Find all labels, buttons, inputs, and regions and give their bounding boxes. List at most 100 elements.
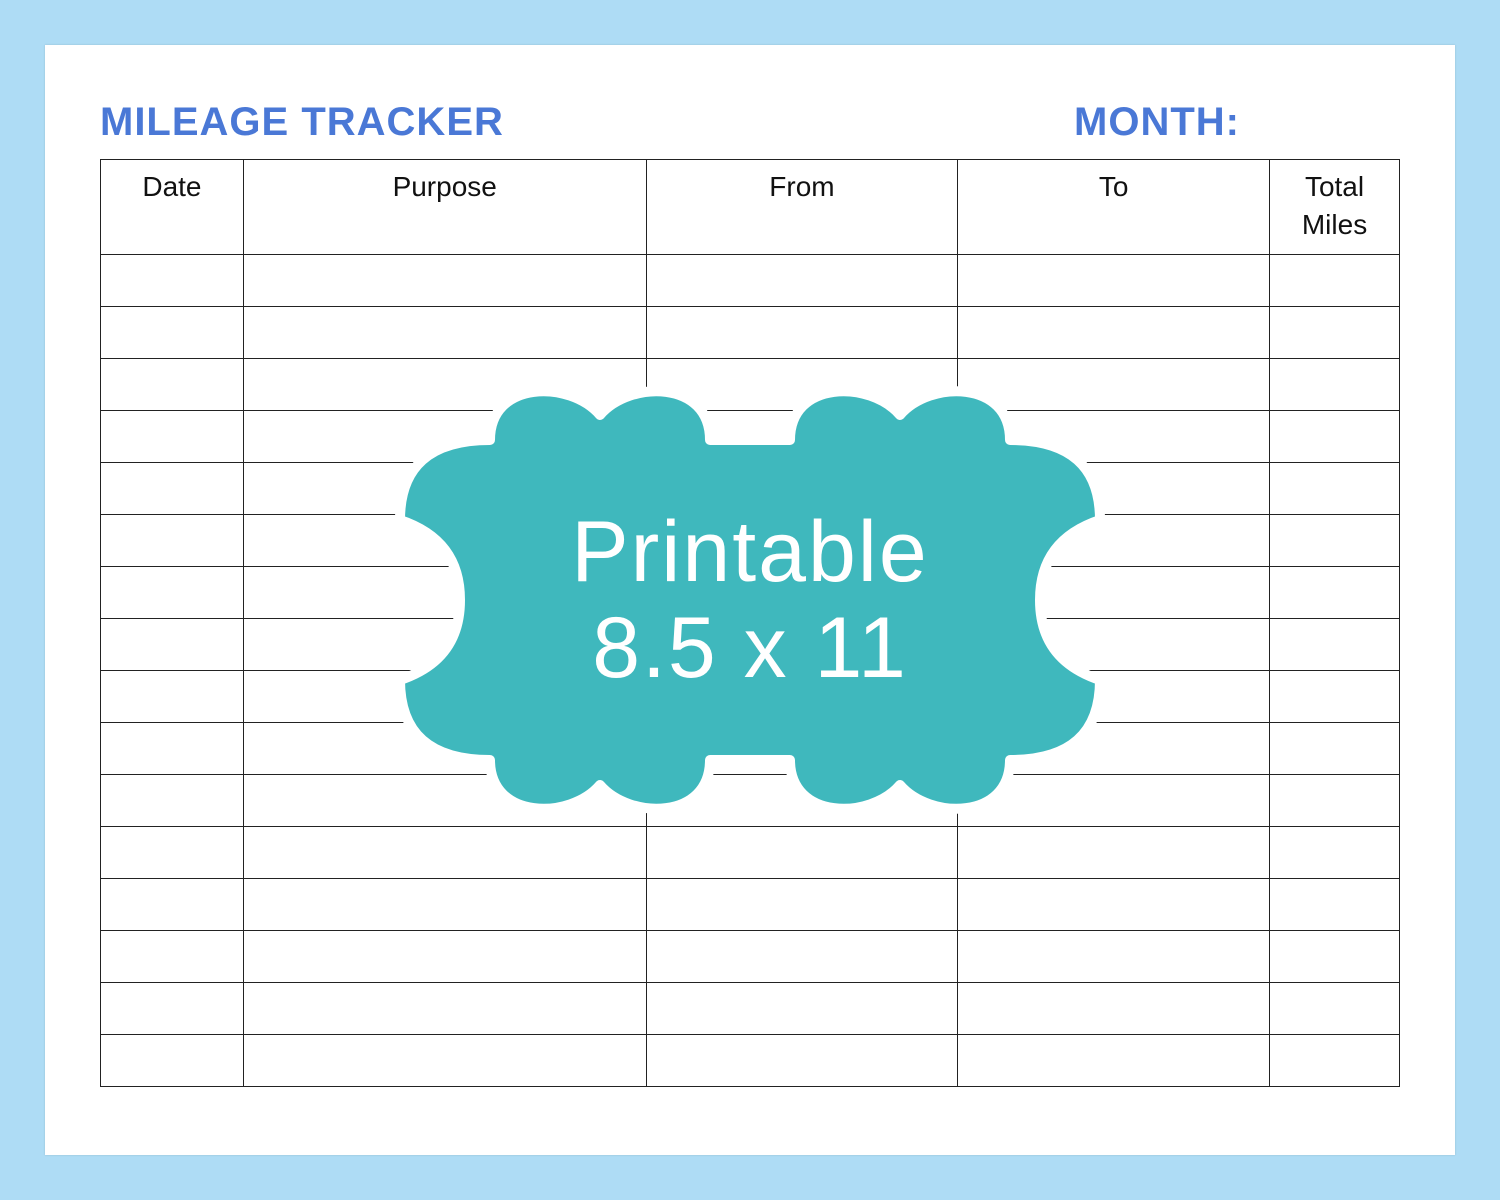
table-cell: [101, 462, 244, 514]
table-cell: [646, 566, 958, 618]
table-cell: [1270, 254, 1400, 306]
table-cell: [101, 306, 244, 358]
table-cell: [1270, 722, 1400, 774]
table-cell: [1270, 618, 1400, 670]
table-cell: [243, 826, 646, 878]
col-purpose: Purpose: [243, 160, 646, 255]
table-cell: [958, 722, 1270, 774]
mileage-table: Date Purpose From To TotalMiles: [100, 159, 1400, 1087]
table-row: [101, 930, 1400, 982]
table-cell: [1270, 774, 1400, 826]
table-cell: [958, 254, 1270, 306]
table-cell: [243, 306, 646, 358]
table-cell: [958, 514, 1270, 566]
table-row: [101, 618, 1400, 670]
table-row: [101, 878, 1400, 930]
table-cell: [101, 774, 244, 826]
table-cell: [646, 514, 958, 566]
col-from: From: [646, 160, 958, 255]
month-label: MONTH:: [1074, 100, 1400, 145]
table-cell: [243, 618, 646, 670]
table-row: [101, 1034, 1400, 1086]
table-cell: [101, 982, 244, 1034]
col-date: Date: [101, 160, 244, 255]
table-body: [101, 254, 1400, 1086]
table-cell: [646, 670, 958, 722]
sheet: MILEAGE TRACKER MONTH: Date Purpose From…: [45, 45, 1455, 1155]
table-cell: [958, 930, 1270, 982]
table-cell: [1270, 826, 1400, 878]
table-cell: [958, 826, 1270, 878]
table-cell: [243, 358, 646, 410]
table-cell: [958, 774, 1270, 826]
table-cell: [243, 462, 646, 514]
table-cell: [958, 670, 1270, 722]
table-cell: [646, 618, 958, 670]
table-cell: [1270, 410, 1400, 462]
table-cell: [646, 254, 958, 306]
table-row: [101, 254, 1400, 306]
table-cell: [243, 670, 646, 722]
table-cell: [101, 514, 244, 566]
table-row: [101, 306, 1400, 358]
table-cell: [243, 930, 646, 982]
table-cell: [958, 982, 1270, 1034]
table-row: [101, 670, 1400, 722]
table-cell: [1270, 514, 1400, 566]
table-cell: [646, 410, 958, 462]
table-cell: [646, 930, 958, 982]
table-header-row: Date Purpose From To TotalMiles: [101, 160, 1400, 255]
table-cell: [1270, 306, 1400, 358]
table-cell: [1270, 878, 1400, 930]
table-cell: [101, 410, 244, 462]
table-cell: [243, 1034, 646, 1086]
table-cell: [101, 1034, 244, 1086]
table-cell: [101, 930, 244, 982]
table-row: [101, 358, 1400, 410]
table-cell: [101, 618, 244, 670]
table-row: [101, 410, 1400, 462]
table-cell: [646, 722, 958, 774]
table-cell: [1270, 462, 1400, 514]
table-cell: [958, 566, 1270, 618]
table-cell: [958, 410, 1270, 462]
table-cell: [646, 826, 958, 878]
table-cell: [1270, 566, 1400, 618]
table-cell: [1270, 982, 1400, 1034]
table-cell: [646, 1034, 958, 1086]
table-row: [101, 722, 1400, 774]
table-cell: [958, 462, 1270, 514]
table-cell: [101, 878, 244, 930]
table-cell: [1270, 1034, 1400, 1086]
table-cell: [101, 670, 244, 722]
table-cell: [646, 982, 958, 1034]
table-cell: [958, 618, 1270, 670]
table-cell: [101, 722, 244, 774]
table-cell: [243, 254, 646, 306]
table-cell: [243, 410, 646, 462]
table-cell: [1270, 670, 1400, 722]
table-cell: [101, 254, 244, 306]
table-cell: [243, 982, 646, 1034]
table-cell: [101, 358, 244, 410]
table-row: [101, 774, 1400, 826]
table-cell: [646, 774, 958, 826]
col-total-miles: TotalMiles: [1270, 160, 1400, 255]
table-row: [101, 462, 1400, 514]
table-cell: [958, 1034, 1270, 1086]
table-row: [101, 982, 1400, 1034]
table-cell: [646, 462, 958, 514]
table-cell: [243, 722, 646, 774]
table-cell: [958, 306, 1270, 358]
table-row: [101, 826, 1400, 878]
table-cell: [1270, 358, 1400, 410]
table-cell: [1270, 930, 1400, 982]
table-cell: [243, 774, 646, 826]
col-to: To: [958, 160, 1270, 255]
table-row: [101, 514, 1400, 566]
table-cell: [243, 514, 646, 566]
table-row: [101, 566, 1400, 618]
table-cell: [101, 826, 244, 878]
header: MILEAGE TRACKER MONTH:: [100, 100, 1400, 145]
table-cell: [646, 878, 958, 930]
